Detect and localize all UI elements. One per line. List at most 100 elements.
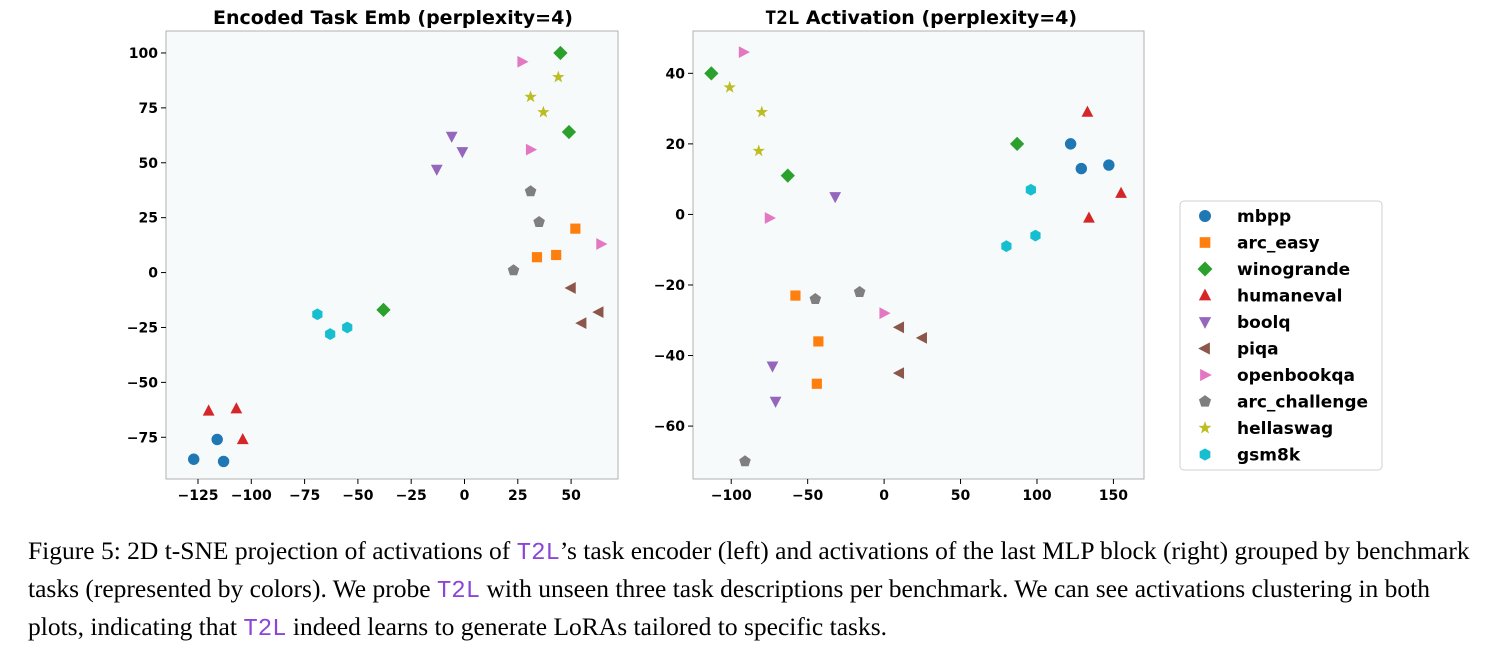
point-gsm8k xyxy=(325,328,336,340)
point-mbpp xyxy=(211,433,223,446)
legend: mbpp arc_easy winogrande humaneval boolq piqa… xyxy=(1179,200,1383,471)
y-tick-label: 0 xyxy=(148,266,158,282)
figure-canvas: Encoded Task Emb (perplexity=4) −125 −100… xyxy=(127,7,1383,504)
point-humaneval xyxy=(202,404,215,416)
left-plot-points xyxy=(188,45,608,468)
point-winogrande xyxy=(1009,136,1025,152)
point-hellaswag xyxy=(537,105,550,118)
x-tick-label: −25 xyxy=(396,488,427,504)
x-tick-label: −75 xyxy=(289,488,320,504)
legend-label-boolq: boolq xyxy=(1237,313,1291,333)
point-gsm8k xyxy=(1025,183,1036,196)
point-boolq xyxy=(430,164,443,176)
caption-code-t2l-2: T2L xyxy=(436,578,481,605)
right-plot-ticks: −100 −50 0 50 100 150 −60 −40 −20 0 20 40 xyxy=(654,66,1129,504)
legend-label-arc_challenge: arc_challenge xyxy=(1237,393,1368,413)
point-piqa xyxy=(592,306,604,318)
point-boolq xyxy=(769,396,782,408)
legend-marker-arc_easy xyxy=(1199,237,1211,248)
left-plot: Encoded Task Emb (perplexity=4) −125 −100… xyxy=(127,7,619,504)
caption-code-t2l-1: T2L xyxy=(516,540,560,567)
point-piqa xyxy=(915,332,927,344)
legend-label-piqa: piqa xyxy=(1237,340,1279,360)
x-tick-label: −100 xyxy=(231,488,272,504)
point-arc_challenge xyxy=(533,215,545,227)
x-tick-label: 50 xyxy=(951,488,971,504)
x-tick-label: 0 xyxy=(460,488,470,504)
x-tick-label: −125 xyxy=(177,488,218,504)
y-tick-label: −75 xyxy=(127,430,158,446)
point-mbpp xyxy=(1064,138,1077,150)
point-openbookqa xyxy=(879,307,891,320)
legend-box xyxy=(1179,200,1383,471)
point-humaneval xyxy=(1115,186,1127,198)
y-tick-label: 0 xyxy=(675,207,685,223)
point-piqa xyxy=(575,317,587,329)
point-hellaswag xyxy=(755,105,768,118)
point-gsm8k xyxy=(1030,229,1041,242)
legend-marker-mbpp xyxy=(1199,210,1211,222)
point-humaneval xyxy=(1081,105,1094,117)
x-tick-label: −50 xyxy=(342,488,373,504)
legend-items: mbpp arc_easy winogrande humaneval boolq piqa… xyxy=(1197,207,1368,466)
legend-marker-hellaswag xyxy=(1198,421,1212,434)
y-tick-label: 20 xyxy=(666,137,686,153)
point-humaneval xyxy=(230,402,243,414)
legend-marker-humaneval xyxy=(1198,288,1212,301)
right-plot: T2L Activation (perplexity=4) −100 −50 0 50… xyxy=(654,7,1145,504)
point-gsm8k xyxy=(1001,240,1012,253)
point-winogrande xyxy=(780,168,795,183)
y-tick-label: 25 xyxy=(139,211,158,227)
point-openbookqa xyxy=(517,55,529,68)
point-boolq xyxy=(456,147,469,159)
caption-text-2: ’s task encoder (left) and activations o… xyxy=(28,536,1470,603)
x-tick-label: 150 xyxy=(1099,488,1128,504)
right-plot-title-code: T2L xyxy=(765,7,799,29)
legend-label-winogrande: winogrande xyxy=(1237,260,1350,280)
point-arc_challenge xyxy=(739,455,751,467)
point-humaneval xyxy=(236,432,249,445)
right-plot-area xyxy=(692,30,1145,480)
point-arc_easy xyxy=(813,336,824,347)
legend-label-arc_easy: arc_easy xyxy=(1237,234,1320,254)
point-arc_challenge xyxy=(524,185,537,197)
y-tick-label: 50 xyxy=(139,156,159,172)
point-arc_easy xyxy=(531,252,543,263)
point-piqa xyxy=(892,367,905,380)
point-arc_challenge xyxy=(809,293,822,305)
legend-label-mbpp: mbpp xyxy=(1237,207,1291,227)
legend-marker-winogrande xyxy=(1197,261,1213,277)
point-piqa xyxy=(564,282,576,294)
legend-marker-piqa xyxy=(1198,342,1210,355)
point-arc_easy xyxy=(551,249,562,261)
point-gsm8k xyxy=(342,321,353,334)
point-openbookqa xyxy=(525,143,538,156)
point-piqa xyxy=(892,321,905,334)
caption-text-4: indeed learns to generate LoRAs tailored… xyxy=(286,612,888,641)
legend-marker-arc_challenge xyxy=(1198,395,1212,407)
point-hellaswag xyxy=(723,80,736,93)
point-arc_easy xyxy=(790,290,801,301)
point-mbpp xyxy=(1103,159,1115,171)
y-tick-label: −60 xyxy=(654,419,685,435)
x-tick-label: −100 xyxy=(711,488,752,504)
point-hellaswag xyxy=(524,90,537,103)
legend-label-humaneval: humaneval xyxy=(1237,287,1342,307)
point-humaneval xyxy=(1083,211,1095,223)
point-mbpp xyxy=(188,453,200,465)
legend-marker-openbookqa xyxy=(1200,368,1212,382)
legend-label-hellaswag: hellaswag xyxy=(1237,419,1333,439)
x-tick-label: 25 xyxy=(508,488,527,504)
y-tick-label: −20 xyxy=(654,278,685,294)
point-mbpp xyxy=(217,455,230,468)
legend-marker-gsm8k xyxy=(1199,448,1211,461)
y-tick-label: −25 xyxy=(127,320,158,336)
point-gsm8k xyxy=(312,308,323,321)
left-plot-area xyxy=(165,30,619,480)
legend-label-gsm8k: gsm8k xyxy=(1237,446,1301,466)
point-boolq xyxy=(829,192,842,204)
point-mbpp xyxy=(1075,162,1088,175)
caption-code-t2l-3: T2L xyxy=(243,616,287,643)
legend-marker-boolq xyxy=(1198,317,1212,329)
point-boolq xyxy=(766,361,779,373)
